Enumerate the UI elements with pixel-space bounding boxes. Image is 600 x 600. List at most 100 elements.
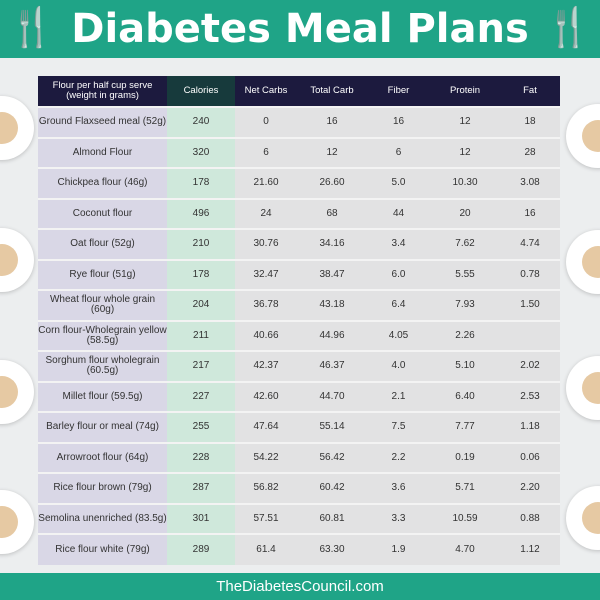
value-cell: 217: [167, 350, 235, 382]
value-cell: 4.70: [430, 533, 500, 565]
value-cell: 211: [167, 319, 235, 351]
value-cell: 496: [167, 197, 235, 229]
flour-name-cell: Millet flour (59.5g): [38, 380, 167, 412]
page-title: Diabetes Meal Plans: [71, 6, 529, 52]
value-cell: 6.40: [430, 380, 500, 412]
value-cell: 18: [500, 106, 560, 138]
value-cell: 34.16: [297, 228, 367, 260]
column-header: Net Carbs: [235, 76, 297, 107]
table-row: Arrowroot flour (64g) 228 54.22 56.42 2.2 0.1…: [38, 441, 560, 473]
value-cell: 2.26: [430, 319, 500, 351]
value-cell: 5.0: [367, 167, 430, 199]
value-cell: 6.0: [367, 258, 430, 290]
value-cell: 56.82: [235, 472, 297, 504]
table-row: Semolina unenriched (83.5g) 301 57.51 60.81…: [38, 502, 560, 534]
value-cell: 240: [167, 106, 235, 138]
flour-name-cell: Chickpea flour (46g): [38, 167, 167, 199]
value-cell: 12: [430, 136, 500, 168]
table-row: Sorghum flour wholegrain (60.5g) 217 42.37…: [38, 350, 560, 382]
value-cell: 3.4: [367, 228, 430, 260]
table-header-row: Flour per half cup serve (weight in gram…: [38, 76, 560, 107]
food-plate-image: [566, 486, 600, 550]
column-header: Total Carb: [297, 76, 367, 107]
table-row: Rye flour (51g) 178 32.47 38.47 6.0 5.55 0.78: [38, 258, 560, 290]
value-cell: 40.66: [235, 319, 297, 351]
value-cell: 3.6: [367, 472, 430, 504]
flour-name-cell: Corn flour-Wholegrain yellow (58.5g): [38, 319, 167, 351]
flour-name-cell: Rye flour (51g): [38, 258, 167, 290]
column-header: Protein: [430, 76, 500, 107]
value-cell: 1.12: [500, 533, 560, 565]
flour-name-cell: Semolina unenriched (83.5g): [38, 502, 167, 534]
column-header: Fat: [500, 76, 560, 107]
value-cell: 56.42: [297, 441, 367, 473]
value-cell: 47.64: [235, 411, 297, 443]
flour-name-cell: Rice flour brown (79g): [38, 472, 167, 504]
value-cell: 30.76: [235, 228, 297, 260]
column-header: Flour per half cup serve (weight in gram…: [38, 76, 167, 107]
value-cell: 7.62: [430, 228, 500, 260]
cutlery-icon: 🍴: [8, 7, 56, 49]
value-cell: 301: [167, 502, 235, 534]
value-cell: 0: [235, 106, 297, 138]
value-cell: 24: [235, 197, 297, 229]
value-cell: 4.74: [500, 228, 560, 260]
flour-name-cell: Arrowroot flour (64g): [38, 441, 167, 473]
table-row: Chickpea flour (46g) 178 21.60 26.60 5.0 10.3…: [38, 167, 560, 199]
value-cell: 2.2: [367, 441, 430, 473]
value-cell: 10.59: [430, 502, 500, 534]
table-row: Wheat flour whole grain (60g) 204 36.78 43.…: [38, 289, 560, 321]
table-row: Coconut flour 496 24 68 44 20 16: [38, 197, 560, 229]
table-row: Millet flour (59.5g) 227 42.60 44.70 2.1 6.40…: [38, 380, 560, 412]
value-cell: 204: [167, 289, 235, 321]
table-row: Barley flour or meal (74g) 255 47.64 55.14 7…: [38, 411, 560, 443]
food-plate-image: [0, 228, 34, 292]
flour-nutrition-table: Flour per half cup serve (weight in gram…: [38, 76, 560, 565]
value-cell: 44.96: [297, 319, 367, 351]
column-header: Fiber: [367, 76, 430, 107]
food-plate-image: [0, 490, 34, 554]
value-cell: 5.71: [430, 472, 500, 504]
value-cell: 178: [167, 167, 235, 199]
value-cell: 21.60: [235, 167, 297, 199]
value-cell: 1.9: [367, 533, 430, 565]
value-cell: 0.78: [500, 258, 560, 290]
value-cell: 1.50: [500, 289, 560, 321]
column-header: Calories: [167, 76, 235, 107]
flour-name-cell: Coconut flour: [38, 197, 167, 229]
flour-name-cell: Almond Flour: [38, 136, 167, 168]
value-cell: 38.47: [297, 258, 367, 290]
cutlery-icon: 🍴: [544, 7, 592, 49]
value-cell: 42.60: [235, 380, 297, 412]
value-cell: 63.30: [297, 533, 367, 565]
value-cell: 10.30: [430, 167, 500, 199]
food-plate-image: [566, 356, 600, 420]
value-cell: 0.88: [500, 502, 560, 534]
value-cell: 57.51: [235, 502, 297, 534]
food-plate-image: [0, 360, 34, 424]
value-cell: 61.4: [235, 533, 297, 565]
value-cell: 26.60: [297, 167, 367, 199]
value-cell: 2.20: [500, 472, 560, 504]
value-cell: 36.78: [235, 289, 297, 321]
food-plate-image: [566, 230, 600, 294]
value-cell: 2.02: [500, 350, 560, 382]
value-cell: 55.14: [297, 411, 367, 443]
value-cell: 6: [367, 136, 430, 168]
value-cell: 1.18: [500, 411, 560, 443]
table-row: Rice flour brown (79g) 287 56.82 60.42 3.6 5.…: [38, 472, 560, 504]
table-row: Rice flour white (79g) 289 61.4 63.30 1.9 4.7…: [38, 533, 560, 565]
value-cell: 0.19: [430, 441, 500, 473]
flour-name-cell: Rice flour white (79g): [38, 533, 167, 565]
value-cell: 44: [367, 197, 430, 229]
flour-name-cell: Oat flour (52g): [38, 228, 167, 260]
value-cell: 12: [430, 106, 500, 138]
title-banner: 🍴 Diabetes Meal Plans 🍴: [0, 0, 600, 58]
table-row: Corn flour-Wholegrain yellow (58.5g) 211 4…: [38, 319, 560, 351]
value-cell: 68: [297, 197, 367, 229]
value-cell: 7.5: [367, 411, 430, 443]
flour-name-cell: Barley flour or meal (74g): [38, 411, 167, 443]
value-cell: [500, 319, 560, 351]
value-cell: 7.77: [430, 411, 500, 443]
flour-name-cell: Wheat flour whole grain (60g): [38, 289, 167, 321]
